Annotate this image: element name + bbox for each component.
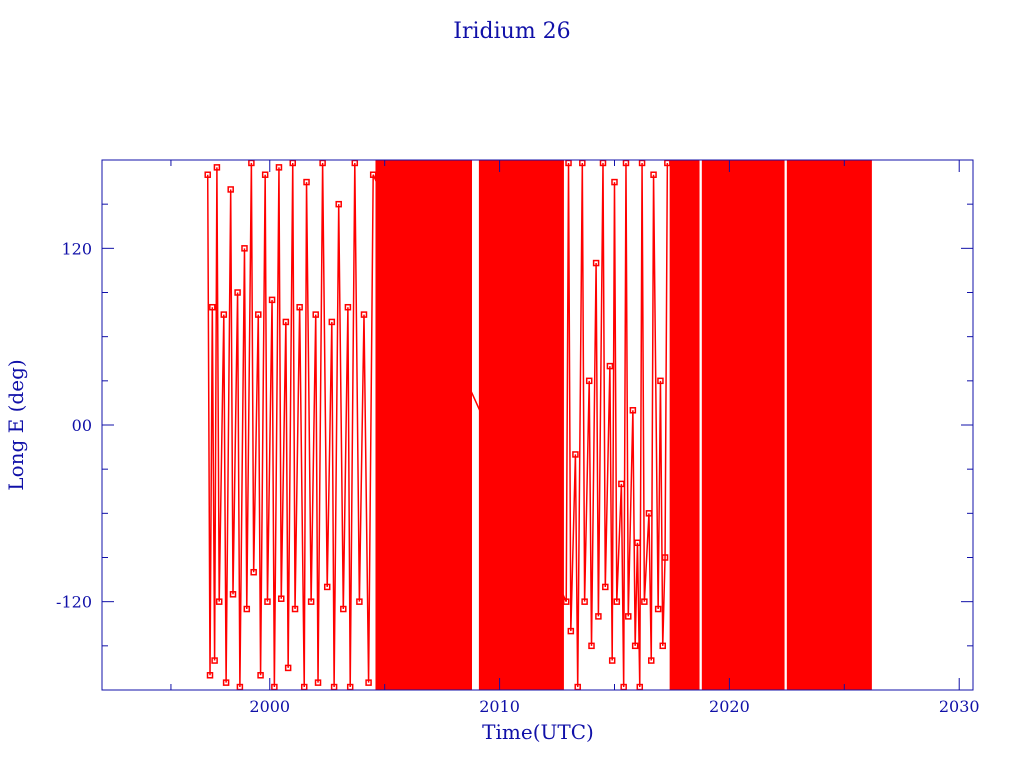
data-point — [250, 568, 257, 576]
data-point — [611, 178, 618, 186]
y-axis-label: Long E (deg) — [4, 359, 28, 490]
data-point — [229, 591, 237, 598]
data-point — [335, 200, 342, 208]
axis-ticks: 2000 2010 2020 2030 -120 00 120 — [56, 160, 980, 716]
data-point — [328, 318, 336, 326]
data-point — [275, 164, 283, 171]
y-tick-label: -120 — [56, 593, 92, 612]
data-point — [222, 679, 230, 686]
data-point — [257, 672, 264, 679]
data-point — [211, 657, 218, 664]
dense-data-band — [701, 160, 785, 690]
data-point — [213, 164, 221, 171]
data-point — [264, 598, 271, 605]
data-point — [312, 311, 319, 318]
data-point — [209, 303, 216, 311]
plot-area — [204, 159, 872, 691]
data-point — [291, 605, 299, 613]
data-point — [595, 613, 602, 620]
data-point — [303, 178, 310, 186]
data-point — [562, 598, 570, 605]
data-point — [581, 598, 588, 605]
data-point — [592, 259, 600, 267]
data-point — [278, 595, 285, 602]
data-point — [625, 613, 632, 620]
x-tick-label: 2020 — [709, 697, 750, 716]
data-point — [220, 311, 228, 318]
data-point — [572, 451, 579, 458]
data-point — [314, 679, 322, 686]
x-axis-label: Time(UTC) — [482, 720, 594, 744]
data-point — [608, 657, 616, 664]
x-tick-label: 2000 — [249, 697, 290, 716]
data-point — [631, 642, 639, 650]
data-point — [606, 362, 614, 370]
dense-data-band — [375, 160, 473, 690]
data-point — [215, 598, 223, 605]
data-point — [618, 480, 625, 488]
data-point — [340, 605, 347, 613]
data-point — [365, 679, 372, 686]
data-point — [369, 171, 377, 178]
data-point — [634, 539, 641, 547]
data-point — [659, 642, 666, 650]
data-point — [613, 598, 621, 605]
data-point — [588, 642, 595, 650]
data-point — [255, 311, 262, 318]
y-tick-label: 120 — [61, 239, 92, 258]
dense-data-band — [669, 160, 700, 690]
data-point — [241, 245, 248, 252]
data-point — [227, 186, 234, 193]
dense-data-band — [786, 160, 872, 690]
data-point — [657, 377, 664, 385]
data-point — [360, 311, 368, 318]
data-point — [206, 672, 214, 679]
data-point — [261, 171, 269, 178]
dense-data-band — [478, 160, 564, 690]
data-point — [602, 583, 609, 591]
data-point — [629, 407, 637, 414]
data-point — [567, 627, 575, 635]
data-point — [243, 605, 251, 613]
data-point — [307, 598, 315, 605]
chart-title: Iridium 26 — [453, 19, 570, 44]
x-tick-label: 2010 — [479, 697, 520, 716]
data-point — [650, 171, 657, 178]
data-point — [648, 657, 655, 664]
data-point — [296, 303, 303, 311]
data-point — [204, 171, 211, 178]
data-point — [641, 598, 648, 605]
series-line — [206, 162, 669, 688]
x-tick-label: 2030 — [939, 697, 980, 716]
data-point — [661, 554, 669, 561]
data-point — [344, 303, 352, 311]
y-tick-label: 00 — [72, 416, 92, 435]
data-point — [282, 318, 290, 326]
data-point — [284, 664, 292, 672]
data-point — [654, 605, 662, 613]
data-point — [645, 510, 653, 517]
data-point — [323, 583, 331, 591]
data-point — [585, 377, 593, 385]
data-point — [234, 289, 241, 296]
data-point — [268, 296, 276, 304]
data-point — [356, 598, 363, 605]
